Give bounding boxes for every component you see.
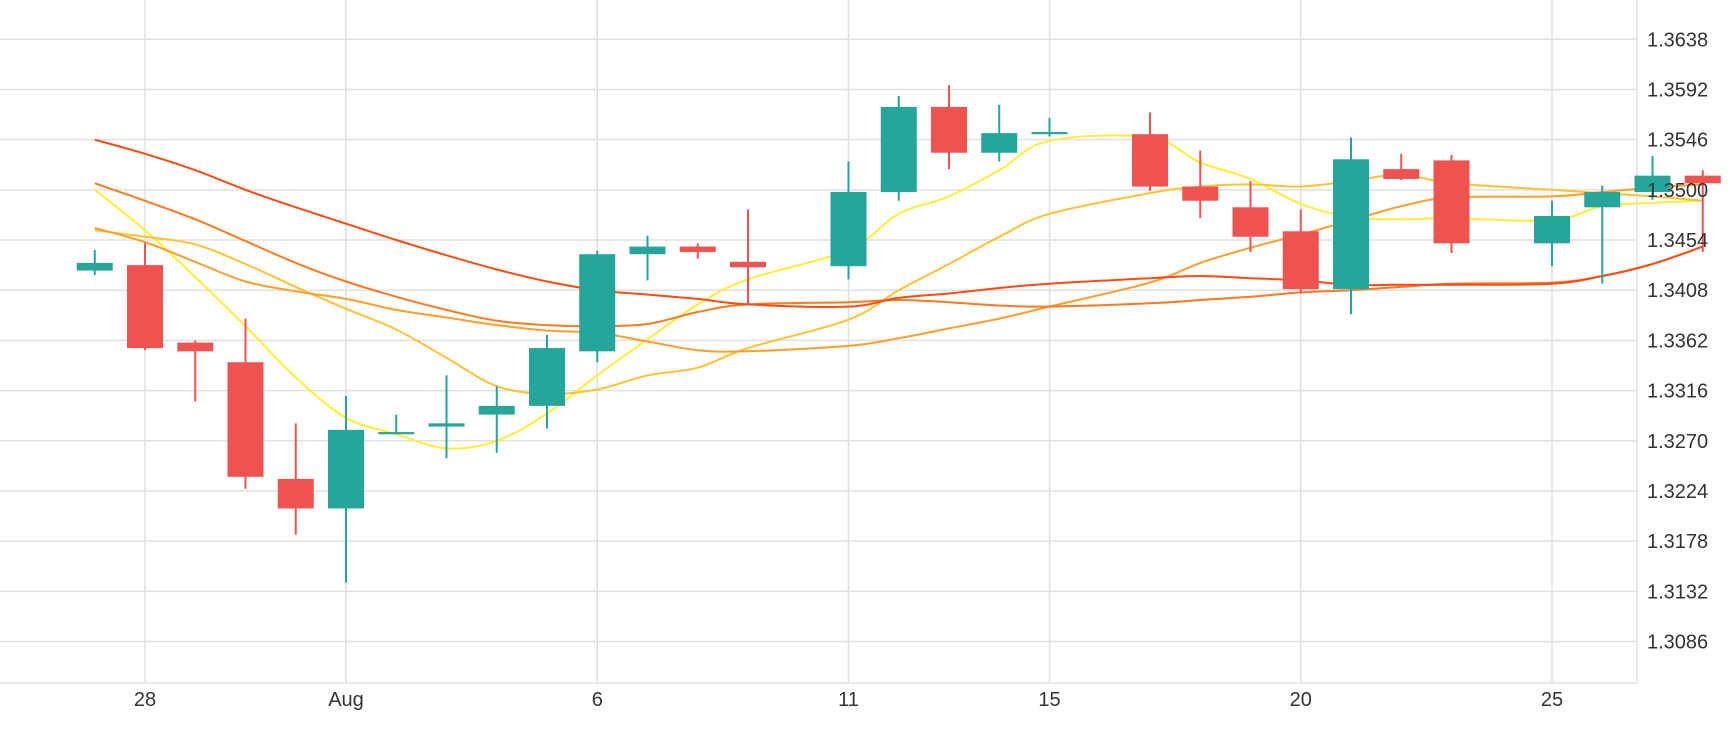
- candle-body: [830, 192, 867, 267]
- candle-body: [277, 478, 314, 509]
- candle-body: [579, 254, 616, 352]
- y-tick-label: 1.3270: [1647, 431, 1708, 453]
- candle-body: [1584, 192, 1621, 208]
- candle-up: [478, 386, 515, 453]
- candle-down: [1282, 209, 1319, 294]
- candle-body: [227, 362, 264, 477]
- candle-up: [830, 161, 867, 280]
- candle-up: [428, 375, 465, 459]
- y-tick-label: 1.3638: [1647, 29, 1708, 51]
- y-axis: 1.3638 1.3592 1.3546 1.3500 1.3454 1.3408 1.33…: [1647, 29, 1708, 653]
- x-tick-label: 28: [134, 689, 156, 711]
- candle-body: [328, 429, 364, 509]
- candle-body: [880, 106, 917, 193]
- candle-down: [1182, 150, 1219, 219]
- candle-body: [1383, 169, 1420, 179]
- candle-body: [1634, 175, 1671, 193]
- candle-body: [1534, 216, 1570, 244]
- y-tick-label: 1.3500: [1647, 180, 1708, 202]
- candle-body: [730, 261, 766, 268]
- candle-down: [177, 340, 214, 402]
- candle-body: [931, 106, 967, 153]
- x-tick-label: 6: [592, 689, 603, 711]
- candle-body: [478, 405, 515, 415]
- candle-up: [378, 414, 415, 435]
- y-tick-label: 1.3316: [1647, 381, 1708, 403]
- candle-body: [378, 432, 415, 435]
- candle-body: [1282, 231, 1319, 290]
- candle-down: [127, 243, 163, 351]
- candle-down: [277, 423, 314, 535]
- candle-body: [679, 246, 716, 253]
- candle-body: [1433, 160, 1470, 244]
- candle-down: [227, 318, 264, 489]
- candle-body: [177, 342, 214, 352]
- candle-body: [1333, 159, 1369, 290]
- candle-down: [679, 243, 716, 259]
- x-tick-label: 20: [1290, 689, 1312, 711]
- candle-up: [328, 396, 364, 583]
- y-tick-label: 1.3178: [1647, 531, 1708, 553]
- y-tick-label: 1.3592: [1647, 79, 1708, 101]
- candle-down: [730, 209, 766, 306]
- x-tick-label: Aug: [328, 689, 364, 711]
- candle-body: [76, 262, 113, 271]
- y-tick-label: 1.3546: [1647, 130, 1708, 152]
- candle-body: [428, 423, 465, 427]
- candle-down: [1684, 170, 1721, 253]
- candle-down: [1383, 153, 1420, 181]
- candle-down: [1232, 181, 1269, 253]
- candle-body: [1684, 175, 1721, 184]
- candle-up: [1584, 185, 1621, 284]
- y-tick-label: 1.3408: [1647, 280, 1708, 302]
- candle-down: [1433, 154, 1470, 254]
- candle-body: [629, 246, 666, 255]
- candle-up: [1634, 156, 1671, 200]
- candles: [76, 85, 1721, 583]
- candle-body: [981, 133, 1018, 153]
- candle-body: [127, 265, 163, 349]
- candle-body: [1182, 186, 1219, 201]
- candle-up: [981, 104, 1018, 162]
- y-tick-label: 1.3224: [1647, 481, 1708, 503]
- moving-average-lines: [94, 134, 1704, 450]
- y-tick-label: 1.3454: [1647, 230, 1708, 252]
- candle-down: [1132, 112, 1168, 191]
- candle-up: [880, 96, 917, 201]
- y-tick-label: 1.3132: [1647, 581, 1708, 603]
- candle-body: [1232, 207, 1269, 237]
- candle-up: [76, 249, 113, 275]
- y-tick-label: 1.3362: [1647, 330, 1708, 352]
- x-axis: 28Aug61115202529: [134, 689, 1563, 711]
- candle-down: [931, 85, 967, 170]
- moving-average-line: [94, 138, 1704, 308]
- x-tick-label: 25: [1541, 689, 1563, 711]
- candle-up: [1534, 200, 1570, 267]
- candle-up: [579, 250, 616, 363]
- candle-body: [1132, 134, 1168, 187]
- candle-up: [629, 235, 666, 281]
- candle-body: [529, 348, 565, 406]
- y-tick-label: 1.3086: [1647, 632, 1708, 654]
- candle-up: [1031, 117, 1068, 137]
- moving-average-line: [94, 183, 1703, 353]
- candle-body: [1031, 132, 1068, 135]
- x-tick-label: 15: [1038, 689, 1060, 711]
- candle-up: [1333, 137, 1369, 315]
- moving-average-line: [94, 134, 1703, 450]
- candle-up: [529, 334, 565, 429]
- x-tick-label: 11: [838, 689, 859, 711]
